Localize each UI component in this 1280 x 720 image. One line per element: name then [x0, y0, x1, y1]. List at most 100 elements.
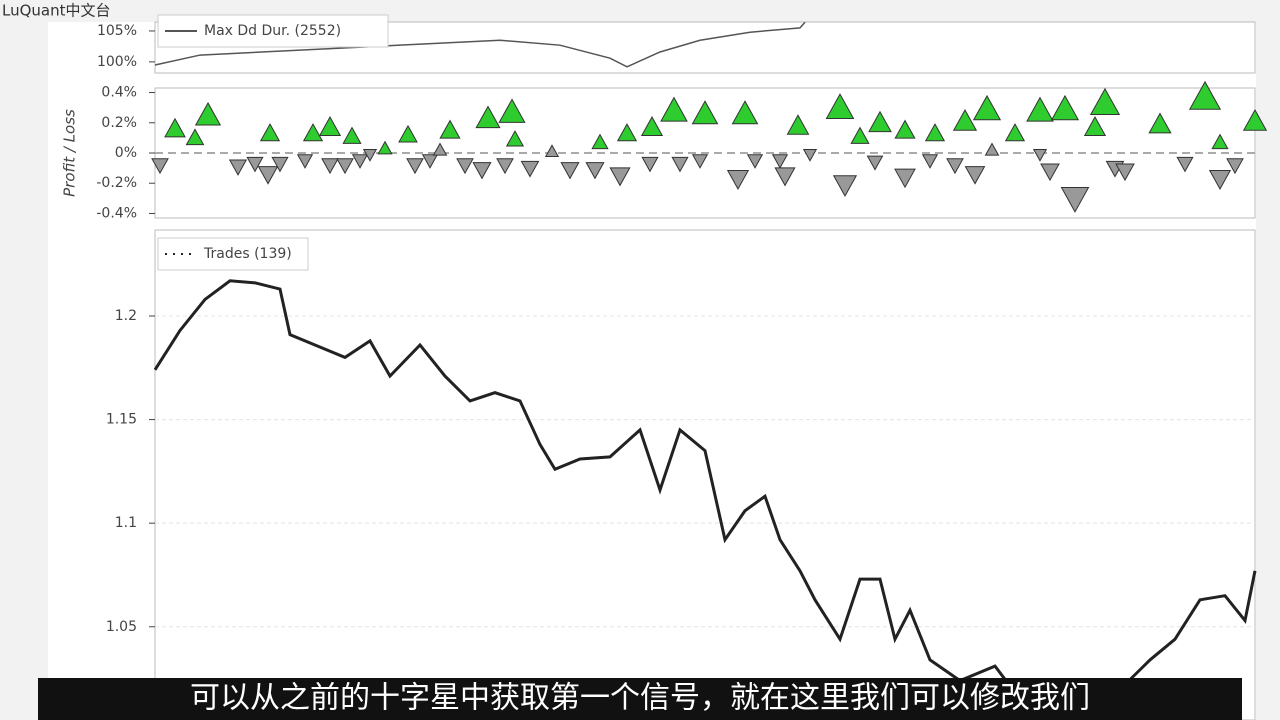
trade-marker [164, 117, 186, 138]
trade-marker [342, 126, 362, 144]
watermark-bg [0, 0, 160, 22]
trade-marker [894, 168, 916, 189]
trade-marker [302, 123, 324, 142]
trade-marker [921, 154, 939, 169]
trade-marker [1211, 133, 1229, 150]
trade-marker [544, 144, 560, 157]
plot-area [48, 22, 1256, 720]
panel-frame [154, 21, 1256, 74]
trade-marker [1148, 112, 1172, 134]
y-tick-label: 105% [97, 23, 137, 39]
subtitle-bg [38, 678, 1242, 720]
trade-marker [1050, 94, 1080, 121]
trade-marker [362, 149, 378, 162]
trade-marker [439, 119, 461, 139]
trade-marker [432, 142, 448, 156]
y-tick-label: 100% [97, 54, 137, 70]
y-tick-label: -0.2% [96, 175, 137, 191]
trade-marker [924, 123, 946, 142]
trade-marker [691, 100, 719, 125]
y-tick-label: 1.15 [106, 412, 137, 428]
trade-marker [746, 154, 764, 169]
trade-marker [774, 167, 796, 187]
trade-marker [151, 158, 169, 175]
trade-marker [1208, 169, 1232, 190]
trade-marker [1040, 163, 1060, 182]
trade-marker [185, 128, 205, 146]
trade-marker [771, 154, 789, 169]
trade-marker [498, 98, 526, 123]
trade-marker [1083, 116, 1107, 137]
trade-marker [496, 158, 514, 175]
panel: 1.2 1.15 1.1 1.05 Trades (139) [106, 229, 1257, 720]
trade-marker [984, 142, 1000, 156]
trade-marker [850, 126, 870, 144]
trade-marker [336, 158, 354, 175]
trade-marker [786, 114, 810, 135]
y-axis-label: Profit / Loss [61, 109, 79, 197]
trade-marker [585, 162, 605, 180]
trade-marker [894, 119, 916, 139]
trade-marker [832, 175, 858, 198]
y-tick-label: 1.05 [106, 619, 137, 635]
trade-marker [1089, 87, 1121, 116]
legend-label: Max Dd Dur. (2552) [204, 23, 341, 39]
subtitle: 可以从之前的十字星中获取第一个信号，就在这里我们可以修改我们 [190, 681, 1090, 716]
trade-marker [609, 167, 631, 187]
trade-marker [456, 158, 474, 175]
trade-marker [726, 169, 750, 190]
trade-marker [946, 158, 964, 175]
trade-marker [671, 156, 689, 173]
trade-marker [421, 154, 439, 169]
y-tick-label: 0% [115, 145, 137, 161]
y-tick-label: 1.1 [115, 515, 137, 531]
trade-marker [259, 123, 281, 142]
trade-marker [296, 154, 314, 169]
trade-marker [560, 162, 580, 180]
y-tick-label: 0.4% [101, 85, 137, 101]
trade-marker [1176, 156, 1194, 173]
watermark: LuQuant中文台 [2, 2, 111, 20]
trade-marker [641, 156, 659, 173]
trade-marker [972, 94, 1002, 121]
trade-marker [228, 159, 248, 176]
trade-marker [1226, 158, 1244, 175]
trade-marker [475, 105, 501, 129]
y-tick-label: 0.2% [101, 115, 137, 131]
trade-marker [1026, 96, 1054, 122]
panel-frame [154, 229, 1256, 720]
trade-marker [640, 116, 664, 137]
legend-label: Trades (139) [203, 246, 292, 262]
trade-marker [1060, 187, 1090, 213]
trade-marker [472, 162, 492, 180]
trade-marker [271, 156, 289, 173]
trade-marker [520, 160, 540, 178]
trade-marker [1242, 108, 1268, 131]
trade-marker [952, 108, 978, 131]
trade-marker [591, 133, 609, 150]
trade-marker [321, 158, 339, 175]
panel: 0.4% 0.2% 0% -0.2% -0.4% Profit / Loss [61, 80, 1268, 221]
series-line [154, 21, 806, 68]
panel: 105% 100% Max Dd Dur. (2552) [97, 14, 1256, 74]
trade-marker [660, 96, 688, 122]
trade-marker [802, 149, 818, 162]
trade-marker [257, 166, 279, 185]
trade-marker [377, 140, 393, 155]
y-tick-label: -0.4% [96, 205, 137, 221]
trade-marker [1032, 149, 1048, 162]
trade-marker [1115, 163, 1135, 182]
trade-marker [731, 100, 759, 125]
trade-marker [406, 158, 424, 175]
y-tick-label: 1.2 [115, 308, 137, 324]
trade-marker [246, 156, 264, 173]
trade-marker [868, 110, 892, 133]
charts: 105% 100% Max Dd Dur. (2552) 0.4% 0.2% 0% -0.2… [61, 14, 1268, 720]
trade-marker [964, 166, 986, 185]
trade-marker [351, 154, 369, 169]
trade-marker [194, 101, 222, 126]
trade-marker [1188, 80, 1222, 110]
trade-marker [616, 123, 638, 142]
